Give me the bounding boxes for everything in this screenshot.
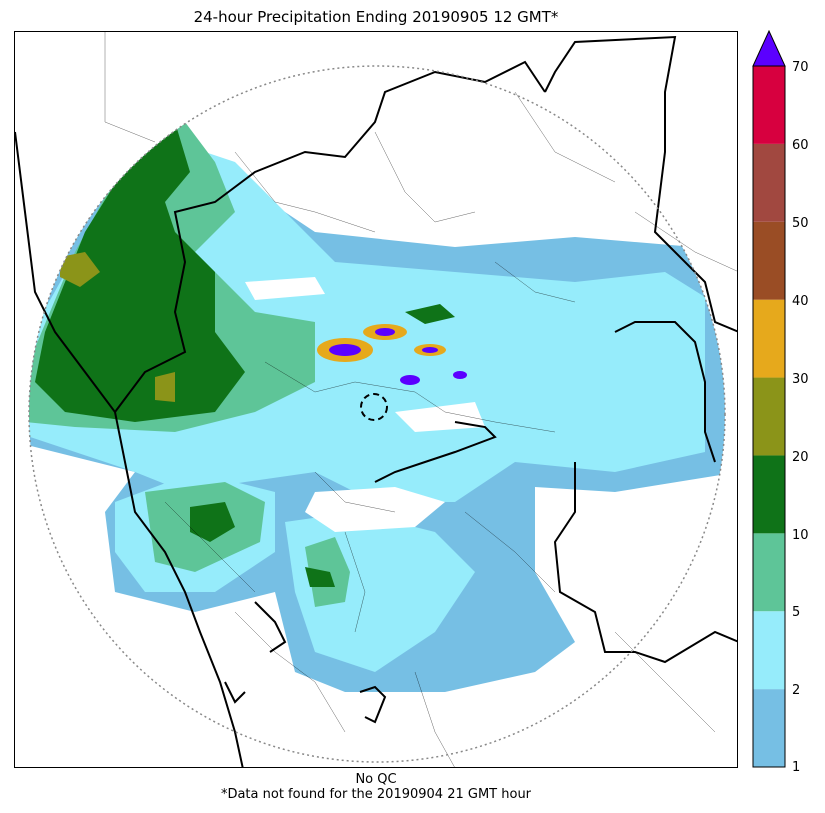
district-boundaries [104,32,737,767]
precip-band-dark-green-ne [405,304,455,324]
precip-band-dark-green [35,122,245,422]
convective-cluster [317,324,467,385]
missing-data-note: *Data not found for the 20190904 21 GMT … [220,787,532,802]
precip-band-olive-2 [155,372,175,402]
colorbar-label: 5 [792,605,801,620]
colorbar-label: 2 [792,683,801,698]
colorbar-bin [753,143,785,222]
colorbar-label: 40 [792,294,809,309]
precip-band-olive [60,252,100,287]
colorbar-bin [753,611,785,690]
map-title: 24-hour Precipitation Ending 20190905 12… [193,8,559,26]
radar-map [14,31,738,768]
colorbar-frame [752,65,786,768]
colorbar-bin [753,377,785,456]
precip-gap-2 [395,402,485,432]
colorbar [752,29,786,768]
colorbar-bin [753,689,785,767]
colorbar-bin [753,221,785,300]
range-ring [28,65,726,763]
precip-gap [305,487,445,532]
colorbar-label: 20 [792,450,809,465]
qc-note: No QC [355,772,397,787]
colorbar-bin [753,455,785,534]
state-boundaries [15,35,737,767]
precipitation-layer [29,122,725,692]
colorbar-label: 10 [792,528,809,543]
colorbar-label: 50 [792,216,809,231]
precip-band-dark-green-sw [190,502,235,542]
colorbar-bin [753,66,785,144]
colorbar-label: 30 [792,372,809,387]
colorbar-label: 60 [792,138,809,153]
colorbar-label: 1 [792,760,801,775]
colorbar-bin [753,299,785,378]
colorbar-overflow-arrow [752,29,786,67]
colorbar-bin [753,533,785,612]
precip-gap-3 [245,277,325,300]
colorbar-label: 70 [792,60,809,75]
precip-band-dark-green-south [305,567,335,587]
radar-center-ring [360,393,388,421]
